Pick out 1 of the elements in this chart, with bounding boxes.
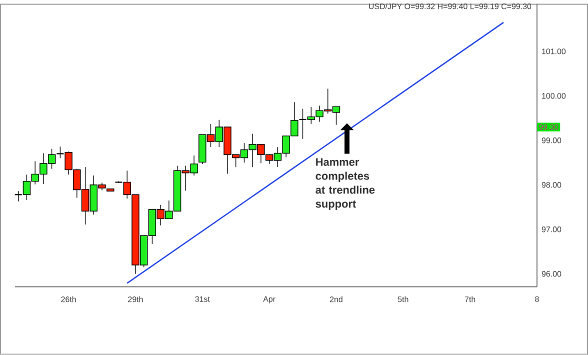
annotation: Hammer completes at trendline support [316,158,375,210]
